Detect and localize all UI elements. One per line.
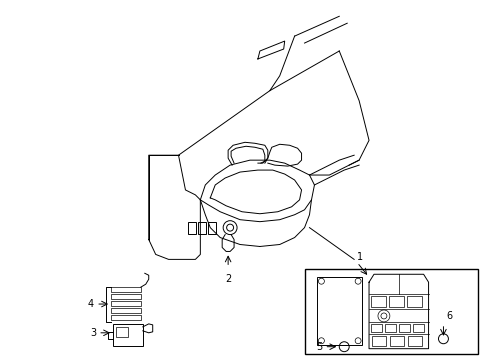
Bar — [388, 296, 403, 307]
Text: 2: 2 — [224, 274, 231, 284]
Bar — [116, 327, 128, 337]
Text: 4: 4 — [88, 299, 94, 309]
Bar — [304, 269, 477, 354]
Bar — [198, 222, 206, 234]
Bar — [371, 336, 385, 346]
Bar — [111, 315, 141, 320]
Bar — [406, 296, 421, 307]
Text: 6: 6 — [446, 311, 451, 321]
Bar — [370, 324, 381, 332]
Bar — [370, 296, 385, 307]
Bar — [208, 222, 216, 234]
Bar — [398, 324, 409, 332]
Text: 3: 3 — [90, 328, 96, 338]
Text: 5: 5 — [316, 342, 322, 352]
Bar — [188, 222, 196, 234]
Bar — [407, 336, 421, 346]
Bar — [412, 324, 423, 332]
Text: 1: 1 — [356, 252, 363, 262]
Bar — [111, 301, 141, 306]
Bar — [113, 324, 142, 346]
Bar — [384, 324, 395, 332]
Bar — [317, 277, 361, 345]
Bar — [111, 287, 141, 292]
Bar — [389, 336, 403, 346]
Bar — [111, 294, 141, 299]
Bar — [111, 308, 141, 313]
